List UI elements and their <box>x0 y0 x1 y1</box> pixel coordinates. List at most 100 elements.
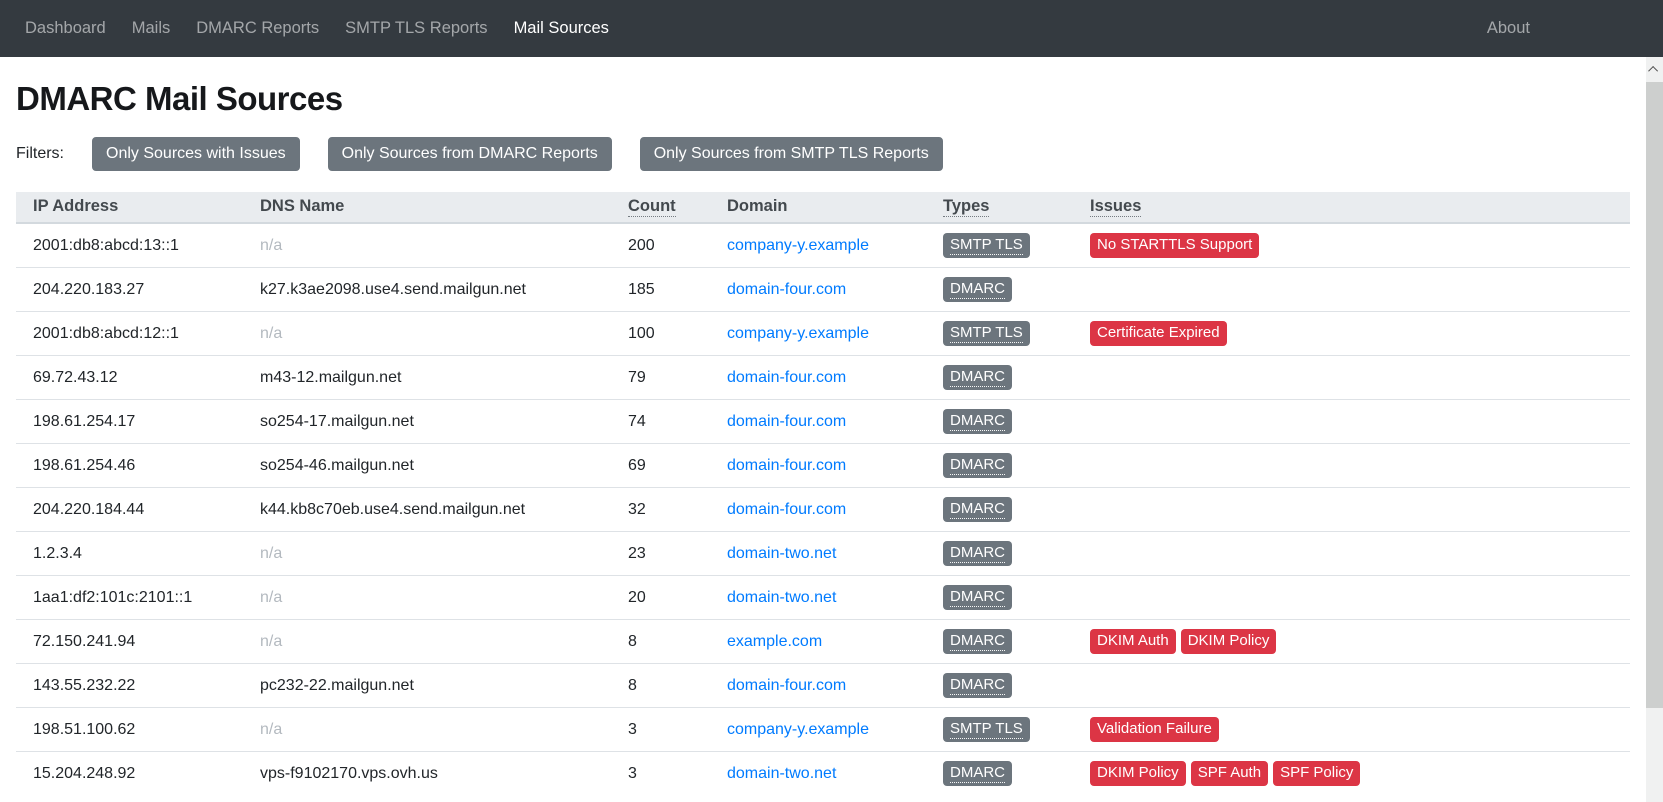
ip-address-cell: 72.150.241.94 <box>16 619 243 664</box>
domain-cell: domain-four.com <box>710 663 926 708</box>
domain-link[interactable]: company-y.example <box>727 324 869 342</box>
ip-address-cell: 2001:db8:abcd:13::1 <box>33 236 179 254</box>
domain-link[interactable]: example.com <box>727 632 823 650</box>
types-cell: DMARC <box>926 531 1073 576</box>
top-navbar: Dashboard Mails DMARC Reports SMTP TLS R… <box>0 0 1663 57</box>
issue-badge-certificate-expired: Certificate Expired <box>1090 321 1227 346</box>
dns-name-cell: n/a <box>260 236 283 254</box>
count-cell: 23 <box>611 531 710 576</box>
ip-address-cell: 69.72.43.12 <box>16 355 243 400</box>
issues-cell: Validation Failure <box>1073 707 1630 752</box>
type-badge-dmarc: DMARC <box>943 761 1012 786</box>
types-cell: DMARC <box>926 619 1073 664</box>
type-badge-dmarc: DMARC <box>943 629 1012 654</box>
count-cell: 185 <box>611 267 710 312</box>
issues-cell <box>1073 531 1630 576</box>
nav-item-smtp-tls-reports[interactable]: SMTP TLS Reports <box>345 19 488 37</box>
domain-link[interactable]: domain-two.net <box>727 764 837 782</box>
issue-badge-dkim-policy: DKIM Policy <box>1180 629 1277 654</box>
mail-sources-table: IP Address DNS Name Count Domain Types Issues… <box>16 192 1630 795</box>
ip-address-cell: 1.2.3.4 <box>16 531 243 576</box>
issues-cell: No STARTTLS Support <box>1073 223 1630 268</box>
domain-link[interactable]: domain-four.com <box>727 412 847 430</box>
count-cell: 100 <box>611 311 710 356</box>
ip-address-cell: 1aa1:df2:101c:2101::1 <box>16 575 243 620</box>
issues-cell <box>1073 355 1630 400</box>
count-cell: 3 <box>611 751 710 795</box>
domain-cell: domain-four.com <box>710 267 926 312</box>
nav-item-mail-sources[interactable]: Mail Sources <box>513 19 609 37</box>
page-title: DMARC Mail Sources <box>16 80 343 117</box>
dns-name-cell: m43-12.mailgun.net <box>243 355 611 400</box>
domain-cell: domain-four.com <box>710 487 926 532</box>
column-header-dns-name: DNS Name <box>243 192 611 224</box>
types-cell: DMARC <box>926 663 1073 708</box>
domain-link[interactable]: company-y.example <box>727 236 869 254</box>
type-badge-dmarc: DMARC <box>943 409 1012 434</box>
filter-only-issues-button[interactable]: Only Sources with Issues <box>92 137 300 171</box>
scrollbar-thumb[interactable] <box>1646 82 1663 708</box>
scrollbar-up-button[interactable] <box>1646 57 1663 82</box>
table-row: 15.204.248.92 vps-f9102170.vps.ovh.us 3 dom… <box>16 751 1630 795</box>
issue-badge-dkim-policy: DKIM Policy <box>1090 761 1186 786</box>
issues-cell <box>1073 267 1630 312</box>
type-badge-dmarc: DMARC <box>943 497 1012 522</box>
table-row: 2001:db8:abcd:12::1 n/a 100 company-y.examp… <box>16 311 1630 356</box>
ip-address-cell: 198.51.100.62 <box>16 707 243 752</box>
domain-cell: company-y.example <box>710 707 926 752</box>
types-cell: SMTP TLS <box>926 223 1073 268</box>
nav-item-about[interactable]: About <box>1486 19 1530 37</box>
domain-cell: domain-four.com <box>710 399 926 444</box>
domain-cell: domain-two.net <box>710 575 926 620</box>
vertical-scrollbar[interactable] <box>1646 57 1663 802</box>
domain-link[interactable]: domain-four.com <box>727 280 847 298</box>
types-cell: DMARC <box>926 751 1073 795</box>
domain-link[interactable]: company-y.example <box>727 720 869 738</box>
domain-link[interactable]: domain-two.net <box>727 588 837 606</box>
filter-bar: Filters: Only Sources with Issues Only S… <box>16 137 1630 171</box>
ip-address-cell: 204.220.184.44 <box>16 487 243 532</box>
issues-cell: Certificate Expired <box>1073 311 1630 356</box>
domain-cell: domain-two.net <box>710 531 926 576</box>
domain-link[interactable]: domain-four.com <box>727 456 847 474</box>
table-header-row: IP Address DNS Name Count Domain Types Issues <box>16 192 1630 224</box>
type-badge-dmarc: DMARC <box>943 541 1012 566</box>
filter-only-dmarc-button[interactable]: Only Sources from DMARC Reports <box>327 137 612 171</box>
domain-link[interactable]: domain-four.com <box>727 368 847 386</box>
nav-item-dmarc-reports[interactable]: DMARC Reports <box>196 19 320 37</box>
domain-link[interactable]: domain-two.net <box>727 544 837 562</box>
issues-cell <box>1073 663 1630 708</box>
type-badge-smtp-tls: SMTP TLS <box>943 321 1030 346</box>
type-badge-smtp-tls: SMTP TLS <box>943 233 1030 258</box>
nav-item-dashboard[interactable]: Dashboard <box>25 19 106 37</box>
dns-name-cell: n/a <box>243 311 611 356</box>
domain-link[interactable]: domain-four.com <box>727 500 847 518</box>
table-row: 2001:db8:abcd:13::1 n/a 200 company-y.examp… <box>16 223 1630 268</box>
ip-address-cell: 143.55.232.22 <box>16 663 243 708</box>
ip-address-cell: 15.204.248.92 <box>16 751 243 795</box>
type-badge-dmarc: DMARC <box>943 585 1012 610</box>
domain-link[interactable]: domain-four.com <box>727 676 847 694</box>
column-header-issues: Issues <box>1073 192 1630 224</box>
column-header-count: Count <box>611 192 710 224</box>
type-badge-smtp-tls: SMTP TLS <box>943 717 1030 742</box>
issue-badge-spf-policy: SPF Policy <box>1273 761 1361 786</box>
issues-cell <box>1073 575 1630 620</box>
count-cell: 200 <box>628 236 655 254</box>
filters-label: Filters: <box>16 145 64 162</box>
filter-only-smtp-tls-button[interactable]: Only Sources from SMTP TLS Reports <box>639 137 943 171</box>
types-cell: DMARC <box>926 399 1073 444</box>
domain-cell: company-y.example <box>710 311 926 356</box>
count-cell: 69 <box>611 443 710 488</box>
chevron-up-icon <box>1648 65 1659 76</box>
dns-name-cell: n/a <box>243 531 611 576</box>
issue-badge-spf-auth: SPF Auth <box>1190 761 1269 786</box>
domain-cell: domain-two.net <box>710 751 926 795</box>
navbar-links: Dashboard Mails DMARC Reports SMTP TLS R… <box>16 11 618 46</box>
table-row: 198.61.254.46 so254-46.mailgun.net 69 domai… <box>16 443 1630 488</box>
issue-badge-dkim-auth: DKIM Auth <box>1090 629 1176 654</box>
nav-item-mails[interactable]: Mails <box>131 19 171 37</box>
table-row: 198.51.100.62 n/a 3 company-y.example SMTP T… <box>16 707 1630 752</box>
domain-cell: company-y.example <box>710 223 926 268</box>
type-badge-dmarc: DMARC <box>943 453 1012 478</box>
